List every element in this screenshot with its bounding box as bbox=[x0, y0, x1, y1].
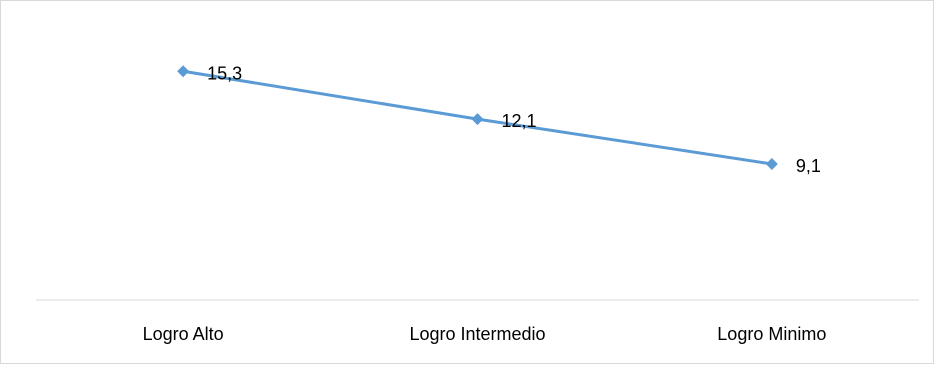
x-tick-label: Logro Intermedio bbox=[409, 324, 545, 344]
x-tick-layer: Logro Alto Logro Intermedio Logro Minimo bbox=[143, 324, 827, 344]
x-tick-label: Logro Minimo bbox=[717, 324, 826, 344]
data-label-layer: 15,3 12,1 9,1 bbox=[207, 63, 821, 176]
data-point-marker bbox=[766, 158, 778, 170]
data-label: 9,1 bbox=[796, 156, 821, 176]
data-label: 15,3 bbox=[207, 63, 242, 83]
series-layer bbox=[177, 65, 778, 170]
data-point-marker bbox=[177, 65, 189, 77]
data-point-marker bbox=[472, 113, 484, 125]
x-tick-label: Logro Alto bbox=[143, 324, 224, 344]
data-label: 12,1 bbox=[502, 111, 537, 131]
